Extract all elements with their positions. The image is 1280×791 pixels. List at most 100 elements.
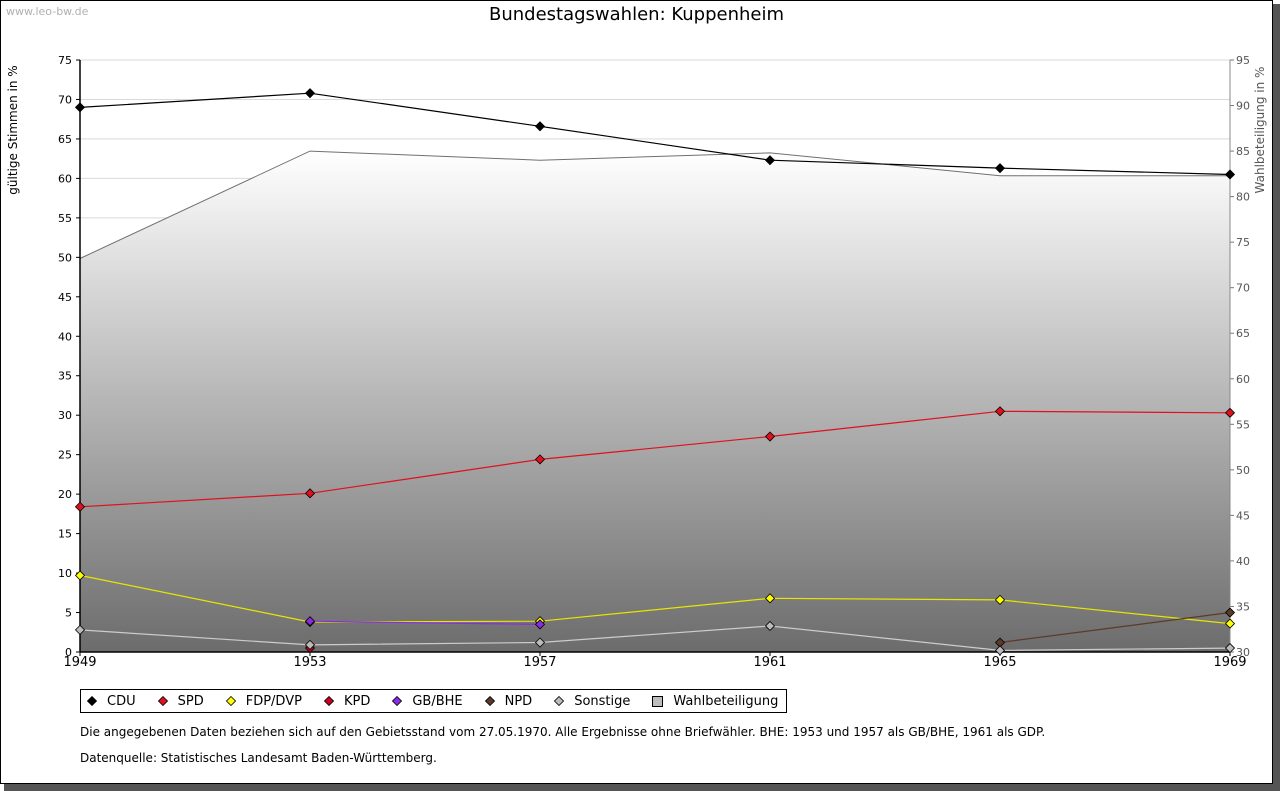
data-point-spd: [534, 454, 546, 465]
data-point-cdu: [304, 88, 316, 99]
data-point-npd: [1224, 607, 1236, 618]
legend-label-gb-bhe: GB/BHE: [412, 693, 463, 709]
legend-marker-spd: [157, 696, 168, 706]
data-point-fdp-dvp: [74, 570, 86, 581]
data-point-fdp-dvp: [994, 594, 1006, 605]
y2-tick-label: 80: [1236, 191, 1250, 204]
data-point-sonstige: [764, 620, 776, 632]
y-tick-label: 70: [58, 93, 72, 106]
tick-labels: 0 5 10 15 20 25 30 35 40 45 50 55 60 65 70 75 30 35 40 45 50…: [58, 54, 1250, 670]
series-line-gb-bhe: [309, 620, 541, 625]
data-point-gb-bhe: [534, 619, 546, 630]
legend-item-gb-bhe: GB/BHE: [392, 693, 463, 709]
y-tick-label: 50: [58, 251, 72, 264]
y2-tick-label: 40: [1236, 555, 1250, 568]
y-tick-label: 45: [58, 291, 72, 304]
y-tick-label: 60: [58, 172, 72, 185]
legend-label-kpd: KPD: [343, 693, 371, 709]
turnout-area: [79, 150, 1230, 652]
series-line-cdu: [79, 92, 1231, 176]
x-tick-label: 1961: [753, 655, 786, 670]
y-tick-label: 40: [58, 330, 72, 343]
x-tick-label: 1969: [1213, 655, 1246, 670]
y2-tick-label: 30: [1236, 646, 1250, 659]
x-tick-label: 1965: [983, 655, 1016, 670]
data-point-spd: [1224, 407, 1236, 418]
legend-label-spd: SPD: [177, 693, 204, 709]
data-point-spd: [304, 488, 316, 499]
y-tick-label: 25: [58, 449, 72, 462]
legend-marker-kpd: [323, 696, 334, 706]
data-point-sonstige: [304, 639, 316, 650]
y2-tick-label: 70: [1236, 282, 1250, 295]
legend-marker-npd: [484, 696, 495, 706]
legend-item-wahlbeteiligung: Wahlbeteiligung: [652, 694, 778, 709]
data-point-gb-bhe: [304, 616, 316, 627]
legend-item-spd: SPD: [157, 693, 204, 709]
legend: CDU SPD FDP/DVP KPD GB/BHE NPD Sonstige …: [80, 689, 788, 713]
series-line-spd: [79, 410, 1231, 508]
y2-tick-label: 85: [1236, 145, 1250, 158]
turnout-line: [79, 150, 1230, 259]
footnote: Die angegebenen Daten beziehen sich auf …: [80, 725, 1046, 739]
legend-marker-sonstige: [554, 696, 565, 706]
legend-marker-cdu: [87, 696, 97, 706]
y2-tick-label: 55: [1236, 418, 1250, 431]
data-point-fdp-dvp: [764, 593, 776, 604]
legend-item-npd: NPD: [484, 693, 533, 709]
legend-label-npd: NPD: [504, 693, 533, 709]
data-point-sonstige: [994, 645, 1006, 656]
y-tick-label: 30: [58, 409, 72, 422]
x-tick-label: 1953: [293, 655, 326, 670]
data-point-sonstige: [534, 637, 546, 648]
series-line-fdp-dvp: [79, 574, 1231, 625]
legend-label-sonstige: Sonstige: [574, 693, 631, 709]
y2-tick-label: 65: [1236, 327, 1250, 340]
series-lines: [74, 88, 1236, 656]
data-point-spd: [764, 431, 776, 442]
x-tick-label: 1949: [63, 655, 96, 670]
legend-item-cdu: CDU: [87, 694, 136, 709]
y-tick-label: 55: [58, 212, 72, 225]
legend-label-wahlbeteiligung: Wahlbeteiligung: [673, 693, 779, 709]
y2-tick-label: 90: [1236, 100, 1250, 113]
data-source: Datenquelle: Statistisches Landesamt Bad…: [80, 751, 437, 765]
legend-label-cdu: CDU: [107, 693, 136, 709]
y2-tick-label: 35: [1236, 600, 1250, 613]
legend-item-sonstige: Sonstige: [554, 694, 630, 709]
y-tick-label: 5: [65, 607, 72, 620]
frame-shadow-bottom: [4, 784, 1280, 791]
legend-marker-gb-bhe: [392, 696, 403, 706]
data-point-cdu: [534, 121, 546, 132]
y-tick-label: 10: [58, 567, 72, 580]
data-point-cdu: [1224, 169, 1236, 180]
y2-tick-label: 45: [1236, 509, 1250, 522]
y2-tick-label: 95: [1236, 54, 1250, 67]
y-tick-label: 15: [58, 528, 72, 541]
y2-tick-label: 60: [1236, 373, 1250, 386]
data-point-sonstige: [74, 624, 86, 635]
legend-item-kpd: KPD: [323, 693, 371, 709]
frame-shadow-right: [1273, 4, 1280, 791]
legend-marker-fdp: [225, 696, 236, 706]
data-point-spd: [994, 406, 1006, 417]
series-line-npd: [999, 611, 1231, 644]
axes: [76, 59, 1234, 656]
y2-tick-label: 75: [1236, 236, 1250, 249]
data-point-fdp-dvp: [1224, 618, 1236, 629]
chart-title: Bundestagswahlen: Kuppenheim: [488, 4, 785, 25]
data-point-sonstige: [1224, 642, 1236, 654]
data-point-spd: [74, 501, 86, 512]
y-tick-label: 65: [58, 133, 72, 146]
turnout-area-fill: [80, 151, 1230, 652]
legend-marker-wahlbeteiligung: [652, 695, 664, 707]
data-point-cdu: [994, 163, 1006, 174]
y-tick-label: 35: [58, 370, 72, 383]
y-tick-label: 20: [58, 488, 72, 501]
y-tick-label: 0: [65, 646, 72, 659]
series-line-sonstige: [79, 625, 1231, 652]
watermark: www.leo-bw.de: [6, 5, 89, 18]
data-point-cdu: [74, 102, 86, 113]
legend-label-fdp: FDP/DVP: [245, 693, 302, 709]
plot-area: 0 5 10 15 20 25 30 35 40 45 50 55 60 65 70 75 30 35 40 45 50…: [58, 54, 1250, 670]
